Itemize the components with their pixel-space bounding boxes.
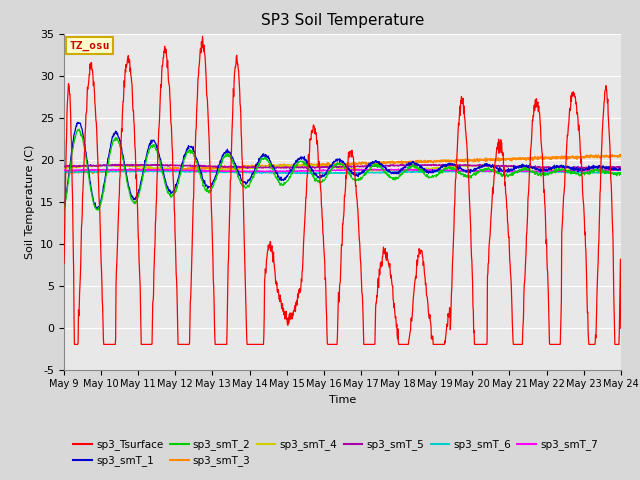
sp3_smT_1	[617, 166, 625, 172]
sp3_smT_7	[399, 166, 406, 172]
sp3_Tsurface	[104, 342, 111, 348]
sp3_smT_1	[308, 167, 316, 173]
sp3_Tsurface	[319, 218, 326, 224]
sp3_smT_2	[319, 177, 326, 183]
sp3_smT_7	[249, 169, 257, 175]
sp3_smT_6	[617, 169, 625, 175]
sp3_smT_6	[126, 168, 134, 174]
sp3_smT_3	[66, 171, 74, 177]
sp3_Tsurface	[126, 69, 134, 74]
sp3_smT_5	[378, 163, 385, 169]
sp3_smT_2	[76, 126, 83, 132]
sp3_smT_3	[308, 162, 316, 168]
sp3_smT_2	[308, 172, 316, 178]
sp3_smT_5	[450, 161, 458, 167]
sp3_smT_5	[297, 164, 305, 170]
sp3_smT_5	[103, 162, 111, 168]
sp3_smT_2	[60, 205, 68, 211]
sp3_smT_5	[60, 164, 68, 169]
sp3_smT_3	[126, 166, 134, 172]
sp3_smT_7	[297, 168, 305, 174]
sp3_smT_6	[60, 169, 68, 175]
sp3_smT_6	[319, 170, 326, 176]
sp3_smT_1	[378, 161, 385, 167]
Line: sp3_smT_4: sp3_smT_4	[64, 164, 621, 172]
sp3_Tsurface	[198, 33, 206, 39]
sp3_smT_3	[617, 152, 625, 157]
sp3_smT_5	[617, 164, 625, 170]
Legend: sp3_Tsurface, sp3_smT_1, sp3_smT_2, sp3_smT_3, sp3_smT_4, sp3_smT_5, sp3_smT_6, : sp3_Tsurface, sp3_smT_1, sp3_smT_2, sp3_…	[69, 435, 602, 471]
sp3_smT_2	[127, 194, 134, 200]
sp3_Tsurface	[617, 325, 625, 331]
sp3_smT_2	[378, 166, 385, 172]
sp3_smT_4	[203, 169, 211, 175]
sp3_smT_1	[60, 206, 68, 212]
sp3_smT_4	[617, 166, 625, 171]
sp3_smT_7	[378, 167, 385, 172]
sp3_smT_3	[297, 162, 305, 168]
Line: sp3_smT_2: sp3_smT_2	[64, 129, 621, 210]
sp3_smT_6	[103, 168, 111, 174]
sp3_smT_6	[288, 171, 296, 177]
sp3_smT_2	[93, 207, 101, 213]
sp3_smT_1	[93, 206, 101, 212]
sp3_smT_6	[297, 170, 305, 176]
Line: sp3_Tsurface: sp3_Tsurface	[64, 36, 621, 345]
sp3_smT_1	[297, 155, 305, 160]
sp3_smT_5	[308, 165, 316, 170]
Title: SP3 Soil Temperature: SP3 Soil Temperature	[260, 13, 424, 28]
sp3_Tsurface	[308, 130, 316, 136]
sp3_smT_4	[297, 163, 305, 168]
sp3_smT_1	[127, 190, 134, 195]
Line: sp3_smT_5: sp3_smT_5	[64, 164, 621, 168]
sp3_smT_2	[297, 158, 305, 164]
Y-axis label: Soil Temperature (C): Soil Temperature (C)	[24, 144, 35, 259]
sp3_smT_4	[484, 161, 492, 167]
sp3_smT_3	[318, 161, 326, 167]
sp3_Tsurface	[60, 260, 68, 266]
Text: TZ_osu: TZ_osu	[70, 41, 110, 51]
X-axis label: Time: Time	[329, 395, 356, 405]
Line: sp3_smT_7: sp3_smT_7	[64, 169, 621, 172]
sp3_smT_4	[318, 164, 326, 170]
sp3_smT_4	[308, 163, 316, 168]
sp3_smT_4	[103, 163, 111, 168]
sp3_smT_3	[378, 161, 385, 167]
sp3_smT_7	[60, 168, 68, 173]
sp3_smT_7	[126, 167, 134, 172]
sp3_Tsurface	[378, 259, 385, 264]
Line: sp3_smT_1: sp3_smT_1	[64, 122, 621, 209]
sp3_smT_7	[308, 168, 316, 174]
sp3_smT_6	[134, 168, 141, 174]
sp3_smT_7	[318, 168, 326, 173]
sp3_smT_5	[318, 164, 326, 170]
sp3_smT_5	[272, 166, 280, 171]
sp3_smT_3	[60, 168, 68, 174]
sp3_smT_1	[319, 172, 326, 178]
sp3_Tsurface	[297, 282, 305, 288]
sp3_Tsurface	[70, 342, 78, 348]
sp3_smT_7	[617, 167, 625, 173]
sp3_smT_4	[378, 167, 385, 173]
sp3_smT_6	[308, 170, 316, 176]
sp3_smT_1	[74, 120, 81, 125]
sp3_smT_7	[103, 167, 111, 172]
Line: sp3_smT_6: sp3_smT_6	[64, 171, 621, 174]
sp3_smT_1	[104, 156, 111, 162]
sp3_smT_6	[378, 170, 385, 176]
sp3_smT_4	[60, 166, 68, 171]
sp3_smT_4	[126, 164, 134, 169]
sp3_smT_2	[104, 161, 111, 167]
sp3_smT_2	[617, 171, 625, 177]
Line: sp3_smT_3: sp3_smT_3	[64, 155, 621, 174]
sp3_smT_5	[126, 163, 134, 168]
sp3_smT_3	[104, 169, 111, 175]
